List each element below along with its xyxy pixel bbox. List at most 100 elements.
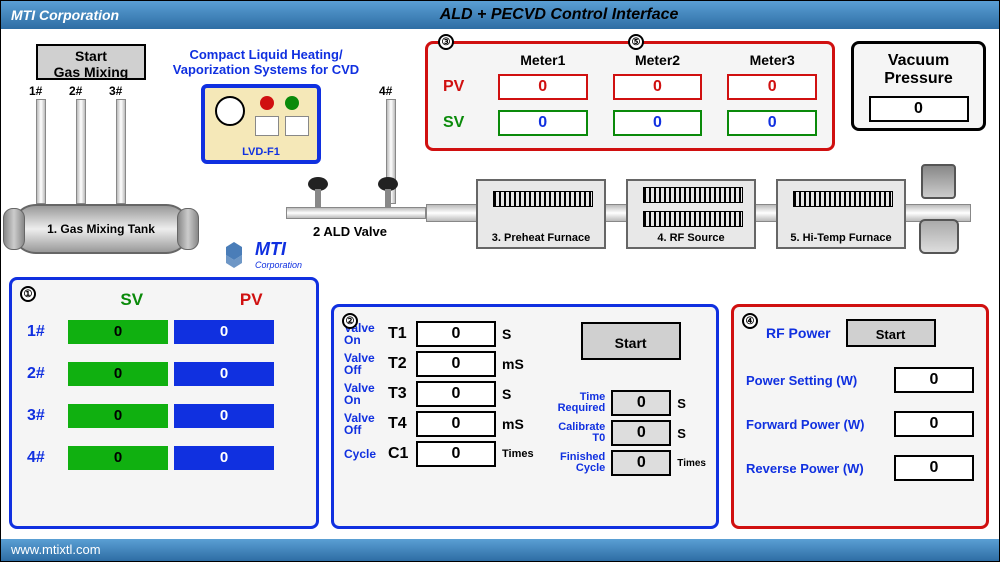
led-green-icon xyxy=(285,96,299,110)
coil-icon xyxy=(493,191,593,207)
row1-label: 1# xyxy=(27,323,62,341)
sv-label: SV xyxy=(443,114,473,132)
valve-off-2: Valve Off xyxy=(344,412,382,436)
t4-unit: mS xyxy=(502,416,524,432)
preheat-furnace: 3. Preheat Furnace xyxy=(476,179,606,249)
fwd-power-label: Forward Power (W) xyxy=(746,417,864,432)
footer-url: www.mtixtl.com xyxy=(11,542,101,557)
t2-label: T2 xyxy=(388,355,410,373)
coil-icon xyxy=(793,191,893,207)
t2-value[interactable]: 0 xyxy=(416,351,496,377)
fin-cycle-label: Finished Cycle xyxy=(555,452,605,474)
meter3-head: Meter3 xyxy=(727,52,817,68)
circle-4: ④ xyxy=(742,313,758,329)
gas-label-2: 2# xyxy=(69,84,82,98)
panel-1: ① SV PV 1#00 2#00 3#00 4#00 xyxy=(9,277,319,529)
fwd-power-value: 0 xyxy=(894,411,974,437)
vacuum-panel: Vacuum Pressure 0 xyxy=(851,41,986,131)
circle-3: ③ xyxy=(438,34,454,50)
t4-value[interactable]: 0 xyxy=(416,411,496,437)
rf-power-label: RF Power xyxy=(766,325,831,341)
gas-pipe-3 xyxy=(116,99,126,204)
valve-on-2: Valve On xyxy=(344,382,382,406)
t1-value[interactable]: 0 xyxy=(416,321,496,347)
power-setting-value[interactable]: 0 xyxy=(894,367,974,393)
rf-start-button[interactable]: Start xyxy=(846,319,936,347)
content-area: Start Gas Mixing 1# 2# 3# 1. Gas Mixing … xyxy=(1,29,999,539)
mti-logo: MTI Corporation xyxy=(219,239,302,270)
c1-value[interactable]: 0 xyxy=(416,441,496,467)
coil-icon xyxy=(643,211,743,227)
ald-valve-1[interactable] xyxy=(305,177,331,207)
coil-icon xyxy=(643,187,743,203)
gauge-icon xyxy=(215,96,245,126)
pv-1: 0 xyxy=(174,320,274,344)
gas-pipe-1 xyxy=(36,99,46,204)
page-title: ALD + PECVD Control Interface xyxy=(119,6,999,24)
row2-label: 2# xyxy=(27,365,62,383)
footer: www.mtixtl.com xyxy=(1,539,999,561)
time-req-label: Time Required xyxy=(555,392,605,414)
header: MTI Corporation ALD + PECVD Control Inte… xyxy=(1,1,999,29)
t3-value[interactable]: 0 xyxy=(416,381,496,407)
meter1-sv[interactable]: 0 xyxy=(498,110,588,136)
calib-label: Calibrate T0 xyxy=(555,422,605,444)
row3-label: 3# xyxy=(27,407,62,425)
panel-2: ② Valve OnT10S Valve OffT20mS Valve OnT3… xyxy=(331,304,719,529)
meter3-sv[interactable]: 0 xyxy=(727,110,817,136)
pv-label: PV xyxy=(443,78,473,96)
meter2-head: Meter2 xyxy=(613,52,703,68)
pv-4: 0 xyxy=(174,446,274,470)
sv-4[interactable]: 0 xyxy=(68,446,168,470)
valve-off-1: Valve Off xyxy=(344,352,382,376)
vacuum-value: 0 xyxy=(869,96,969,122)
sv-3[interactable]: 0 xyxy=(68,404,168,428)
meter1-head: Meter1 xyxy=(498,52,588,68)
calib-value: 0 xyxy=(611,420,671,446)
ald-pipe xyxy=(286,207,426,219)
gas-label-3: 3# xyxy=(109,84,122,98)
panel2-start-button[interactable]: Start xyxy=(581,322,681,360)
circle-1: ① xyxy=(20,286,36,302)
meter2-sv[interactable]: 0 xyxy=(613,110,703,136)
cvd-model: LVD-F1 xyxy=(205,146,317,158)
ald-valve-2[interactable] xyxy=(375,177,401,207)
meter1-pv[interactable]: 0 xyxy=(498,74,588,100)
cvd-system-panel: LVD-F1 xyxy=(201,84,321,164)
cvd-title: Compact Liquid Heating/ Vaporization Sys… xyxy=(166,47,366,77)
c1-label: C1 xyxy=(388,445,410,463)
rev-power-label: Reverse Power (W) xyxy=(746,461,864,476)
row4-label: 4# xyxy=(27,449,62,467)
t1-label: T1 xyxy=(388,325,410,343)
hitemp-furnace: 5. Hi-Temp Furnace xyxy=(776,179,906,249)
t3-unit: S xyxy=(502,386,511,402)
pv-3: 0 xyxy=(174,404,274,428)
pump-top-icon xyxy=(921,164,956,199)
rf-source: 4. RF Source xyxy=(626,179,756,249)
gas-mixing-tank: 1. Gas Mixing Tank xyxy=(11,204,191,254)
rev-power-value: 0 xyxy=(894,455,974,481)
start-gas-mixing-button[interactable]: Start Gas Mixing xyxy=(36,44,146,80)
ald-valve-label: 2 ALD Valve xyxy=(313,224,387,239)
meter3-pv[interactable]: 0 xyxy=(727,74,817,100)
sv-1[interactable]: 0 xyxy=(68,320,168,344)
sv-2[interactable]: 0 xyxy=(68,362,168,386)
meter2-pv[interactable]: 0 xyxy=(613,74,703,100)
pv-head: PV xyxy=(202,290,302,310)
c1-unit: Times xyxy=(502,448,534,460)
fin-cycle-value: 0 xyxy=(611,450,671,476)
gas-label-4: 4# xyxy=(379,84,392,98)
t4-label: T4 xyxy=(388,415,410,433)
led-red-icon xyxy=(260,96,274,110)
pump-bottom-icon xyxy=(919,219,959,254)
display-2 xyxy=(285,116,309,136)
time-req-value: 0 xyxy=(611,390,671,416)
circle-2: ② xyxy=(342,313,358,329)
meters-panel: ③ ⑤ Meter1 Meter2 Meter3 PV 0 0 0 SV 0 0… xyxy=(425,41,835,151)
pv-2: 0 xyxy=(174,362,274,386)
gas-label-1: 1# xyxy=(29,84,42,98)
company-name: MTI Corporation xyxy=(1,7,119,23)
display-1 xyxy=(255,116,279,136)
panel-4: ④ RF Power Start Power Setting (W)0 Forw… xyxy=(731,304,989,529)
t3-label: T3 xyxy=(388,385,410,403)
